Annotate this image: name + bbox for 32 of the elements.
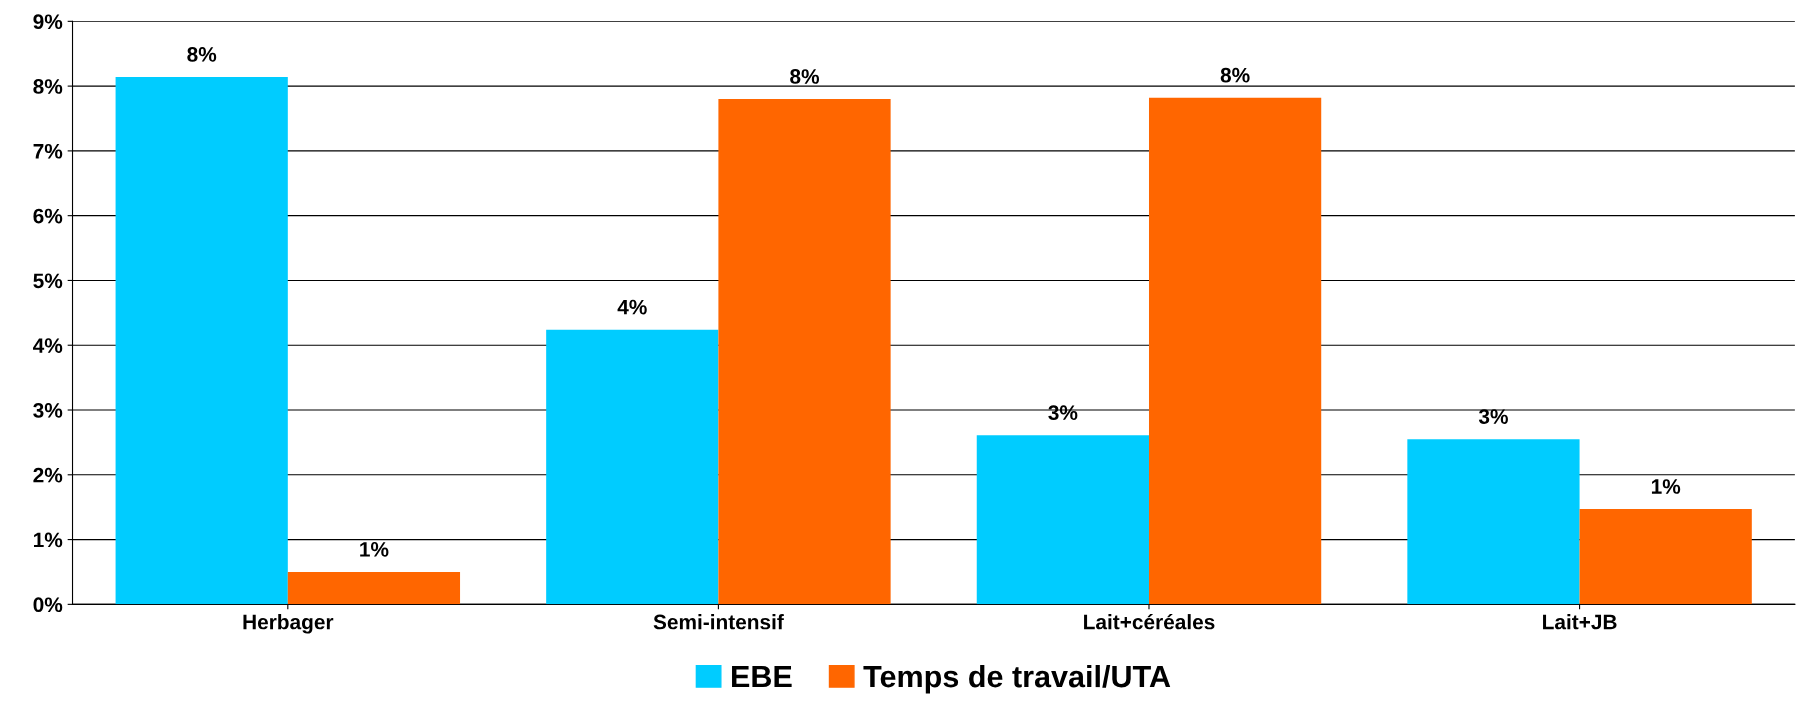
bar <box>287 571 461 605</box>
bar <box>1579 509 1752 605</box>
y-tick-label: 0% <box>33 597 63 613</box>
data-label: 3% <box>1478 409 1508 424</box>
y-tick-label: 5% <box>33 273 63 289</box>
x-tick-label: Lait+JB <box>1543 614 1617 630</box>
bar <box>1407 439 1580 605</box>
bar <box>1148 97 1322 605</box>
bar <box>718 99 891 605</box>
y-tick-label: 4% <box>33 338 63 353</box>
data-label: 3% <box>1048 405 1078 421</box>
y-tick-label: 7% <box>33 143 63 159</box>
y-tick-label: 3% <box>33 403 63 418</box>
bar <box>115 77 288 605</box>
data-label: 8% <box>790 69 820 84</box>
y-tick-label: 9% <box>33 14 63 30</box>
x-tick-label: Lait+céréales <box>1084 613 1215 630</box>
y-tick-label: 2% <box>33 467 63 483</box>
bar <box>976 435 1149 605</box>
data-label: 8% <box>187 47 217 62</box>
data-label: 1% <box>360 542 389 557</box>
legend-label: Temps de travail/UTA <box>863 664 1171 694</box>
x-tick-label: Herbager <box>243 614 334 634</box>
data-label: 8% <box>1220 67 1250 83</box>
data-label: 1% <box>1651 479 1681 494</box>
y-tick-label: 6% <box>33 208 63 224</box>
data-label: 4% <box>617 299 647 315</box>
legend-label: EBE <box>732 666 792 688</box>
x-tick-label: Semi-intensif <box>653 614 784 630</box>
y-tick-label: 8% <box>33 79 63 94</box>
y-tick-label: 1% <box>34 532 63 548</box>
bar <box>546 329 719 605</box>
